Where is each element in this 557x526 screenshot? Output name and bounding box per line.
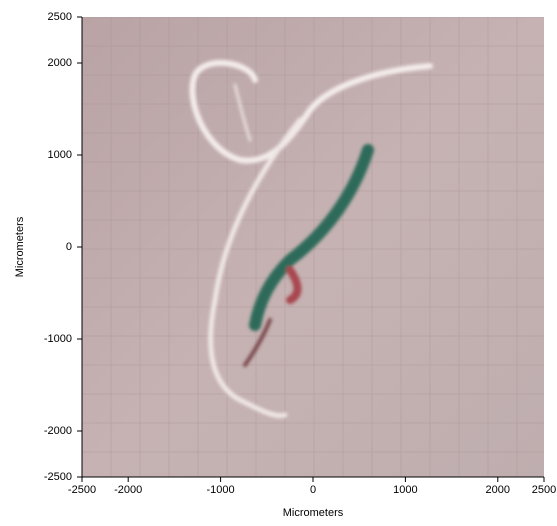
y-tick-label: 0 [66, 241, 72, 253]
y-tick-label: 2000 [48, 57, 72, 69]
x-tick-label: -1000 [207, 484, 235, 496]
micrograph [82, 17, 544, 477]
y-tick-label: -1000 [44, 333, 72, 345]
x-tick-label: 2500 [532, 484, 556, 496]
x-tick-label: 2000 [486, 484, 510, 496]
x-tick-label: 0 [310, 484, 316, 496]
y-tick-label: 1000 [48, 149, 72, 161]
x-tick-label: -2500 [68, 484, 96, 496]
x-tick-label: 1000 [393, 484, 417, 496]
y-tick-label: -2000 [44, 425, 72, 437]
y-axis-label: Micrometers [14, 216, 26, 277]
chart: Micrometers Micrometers -2500 -2000 -1000 0… [0, 0, 557, 521]
page: Micrometers Micrometers -2500 -2000 -1000 0… [0, 0, 557, 526]
y-tick-label: 2500 [48, 11, 72, 23]
y-tick-label: -2500 [44, 471, 72, 483]
x-axis-label: Micrometers [283, 507, 344, 519]
x-tick-label: -2000 [114, 484, 142, 496]
